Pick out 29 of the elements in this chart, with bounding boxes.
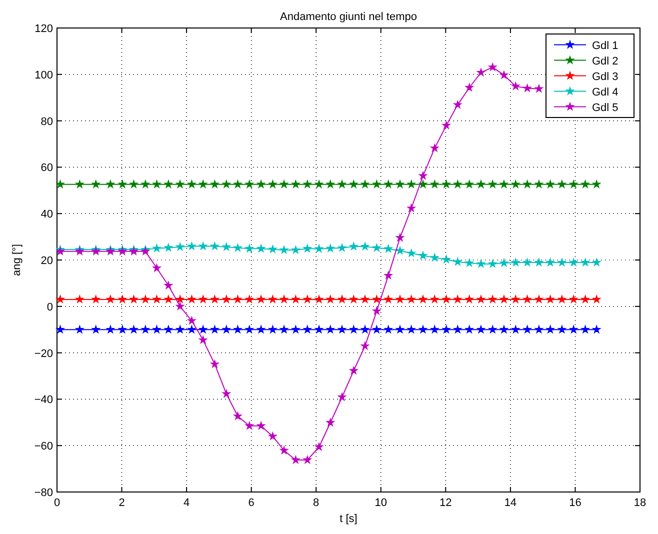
legend-label: Gdl 4 (592, 86, 618, 98)
legend-label: Gdl 1 (592, 40, 618, 52)
chart-title: Andamento giunti nel tempo (280, 11, 417, 23)
x-tick-label: 10 (374, 497, 388, 509)
y-tick-label: 0 (46, 301, 53, 314)
legend-label: Gdl 3 (592, 70, 618, 83)
x-tick-label: 16 (569, 497, 582, 509)
y-tick-label: 80 (40, 116, 53, 128)
y-tick-label: −40 (34, 394, 53, 406)
y-tick-label: 40 (40, 208, 53, 221)
x-tick-label: 4 (183, 497, 190, 509)
x-tick-label: 6 (248, 497, 254, 509)
x-tick-label: 12 (440, 497, 452, 509)
y-tick-label: −80 (34, 487, 53, 499)
x-tick-label: 14 (504, 497, 517, 509)
y-tick-label: −60 (34, 440, 53, 453)
y-tick-label: −20 (34, 348, 53, 360)
y-axis-title: ang [°] (11, 244, 23, 276)
x-tick-label: 0 (54, 497, 60, 509)
x-tick-label: 18 (634, 497, 646, 509)
y-tick-label: 120 (34, 23, 53, 35)
y-tick-label: 60 (40, 162, 53, 174)
legend-label: Gdl 5 (592, 102, 618, 114)
x-tick-label: 8 (313, 497, 320, 509)
x-tick-label: 2 (118, 497, 125, 509)
y-tick-label: 20 (40, 255, 53, 267)
legend-label: Gdl 2 (592, 55, 618, 68)
x-axis-title: t [s] (340, 513, 358, 525)
y-tick-label: 100 (34, 69, 53, 82)
